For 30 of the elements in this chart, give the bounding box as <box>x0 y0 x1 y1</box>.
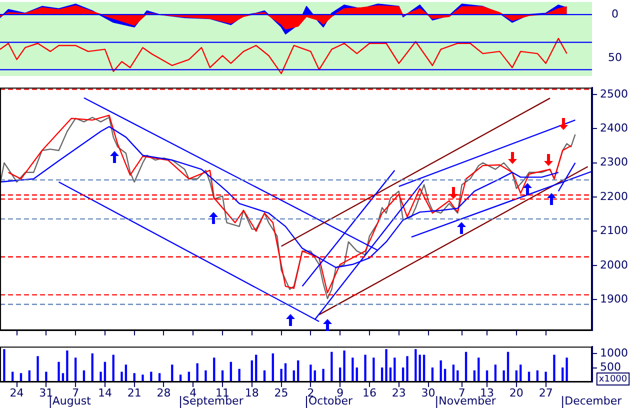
x-tick-label: 13 <box>480 386 494 400</box>
y-tick-label: 1900 <box>600 292 628 306</box>
x-tick-label: 30 <box>421 386 436 400</box>
y-tick-label: 2400 <box>600 121 628 134</box>
x-tick-label: 31 <box>39 386 54 400</box>
y-tick-label: 500 <box>600 360 621 374</box>
x-tick-label: 16 <box>362 386 376 400</box>
x-tick-label: 9 <box>336 386 344 400</box>
y-tick-label: 1000 <box>600 346 628 360</box>
x-tick-label: 4 <box>190 386 197 400</box>
x-tick-label: 18 <box>244 386 259 400</box>
x-tick-label: 23 <box>392 386 406 400</box>
x-tick-label: 28 <box>156 386 171 400</box>
text: December <box>564 394 622 408</box>
x-tick-label: 7 <box>458 386 466 400</box>
x-tick-label: 24 <box>10 386 24 400</box>
y-tick-label: 2200 <box>600 190 628 203</box>
ref-line-label: 0 <box>612 7 618 20</box>
x-tick-label: 21 <box>127 386 142 400</box>
text: 50 <box>608 50 622 64</box>
y-tick-label: 2500 <box>600 87 628 100</box>
x-tick-label: 25 <box>274 386 288 400</box>
y-tick-label: 2000 <box>600 258 628 272</box>
x-tick-label: 20 <box>509 386 524 400</box>
x-tick-label: 7 <box>72 386 80 400</box>
x-tick-label: 14 <box>98 386 112 400</box>
y-axis-title: x1000 <box>598 374 628 384</box>
y-tick-label: 2300 <box>600 156 628 169</box>
x-tick-label: 27 <box>538 386 553 400</box>
y-tick-label: 2100 <box>600 224 628 238</box>
